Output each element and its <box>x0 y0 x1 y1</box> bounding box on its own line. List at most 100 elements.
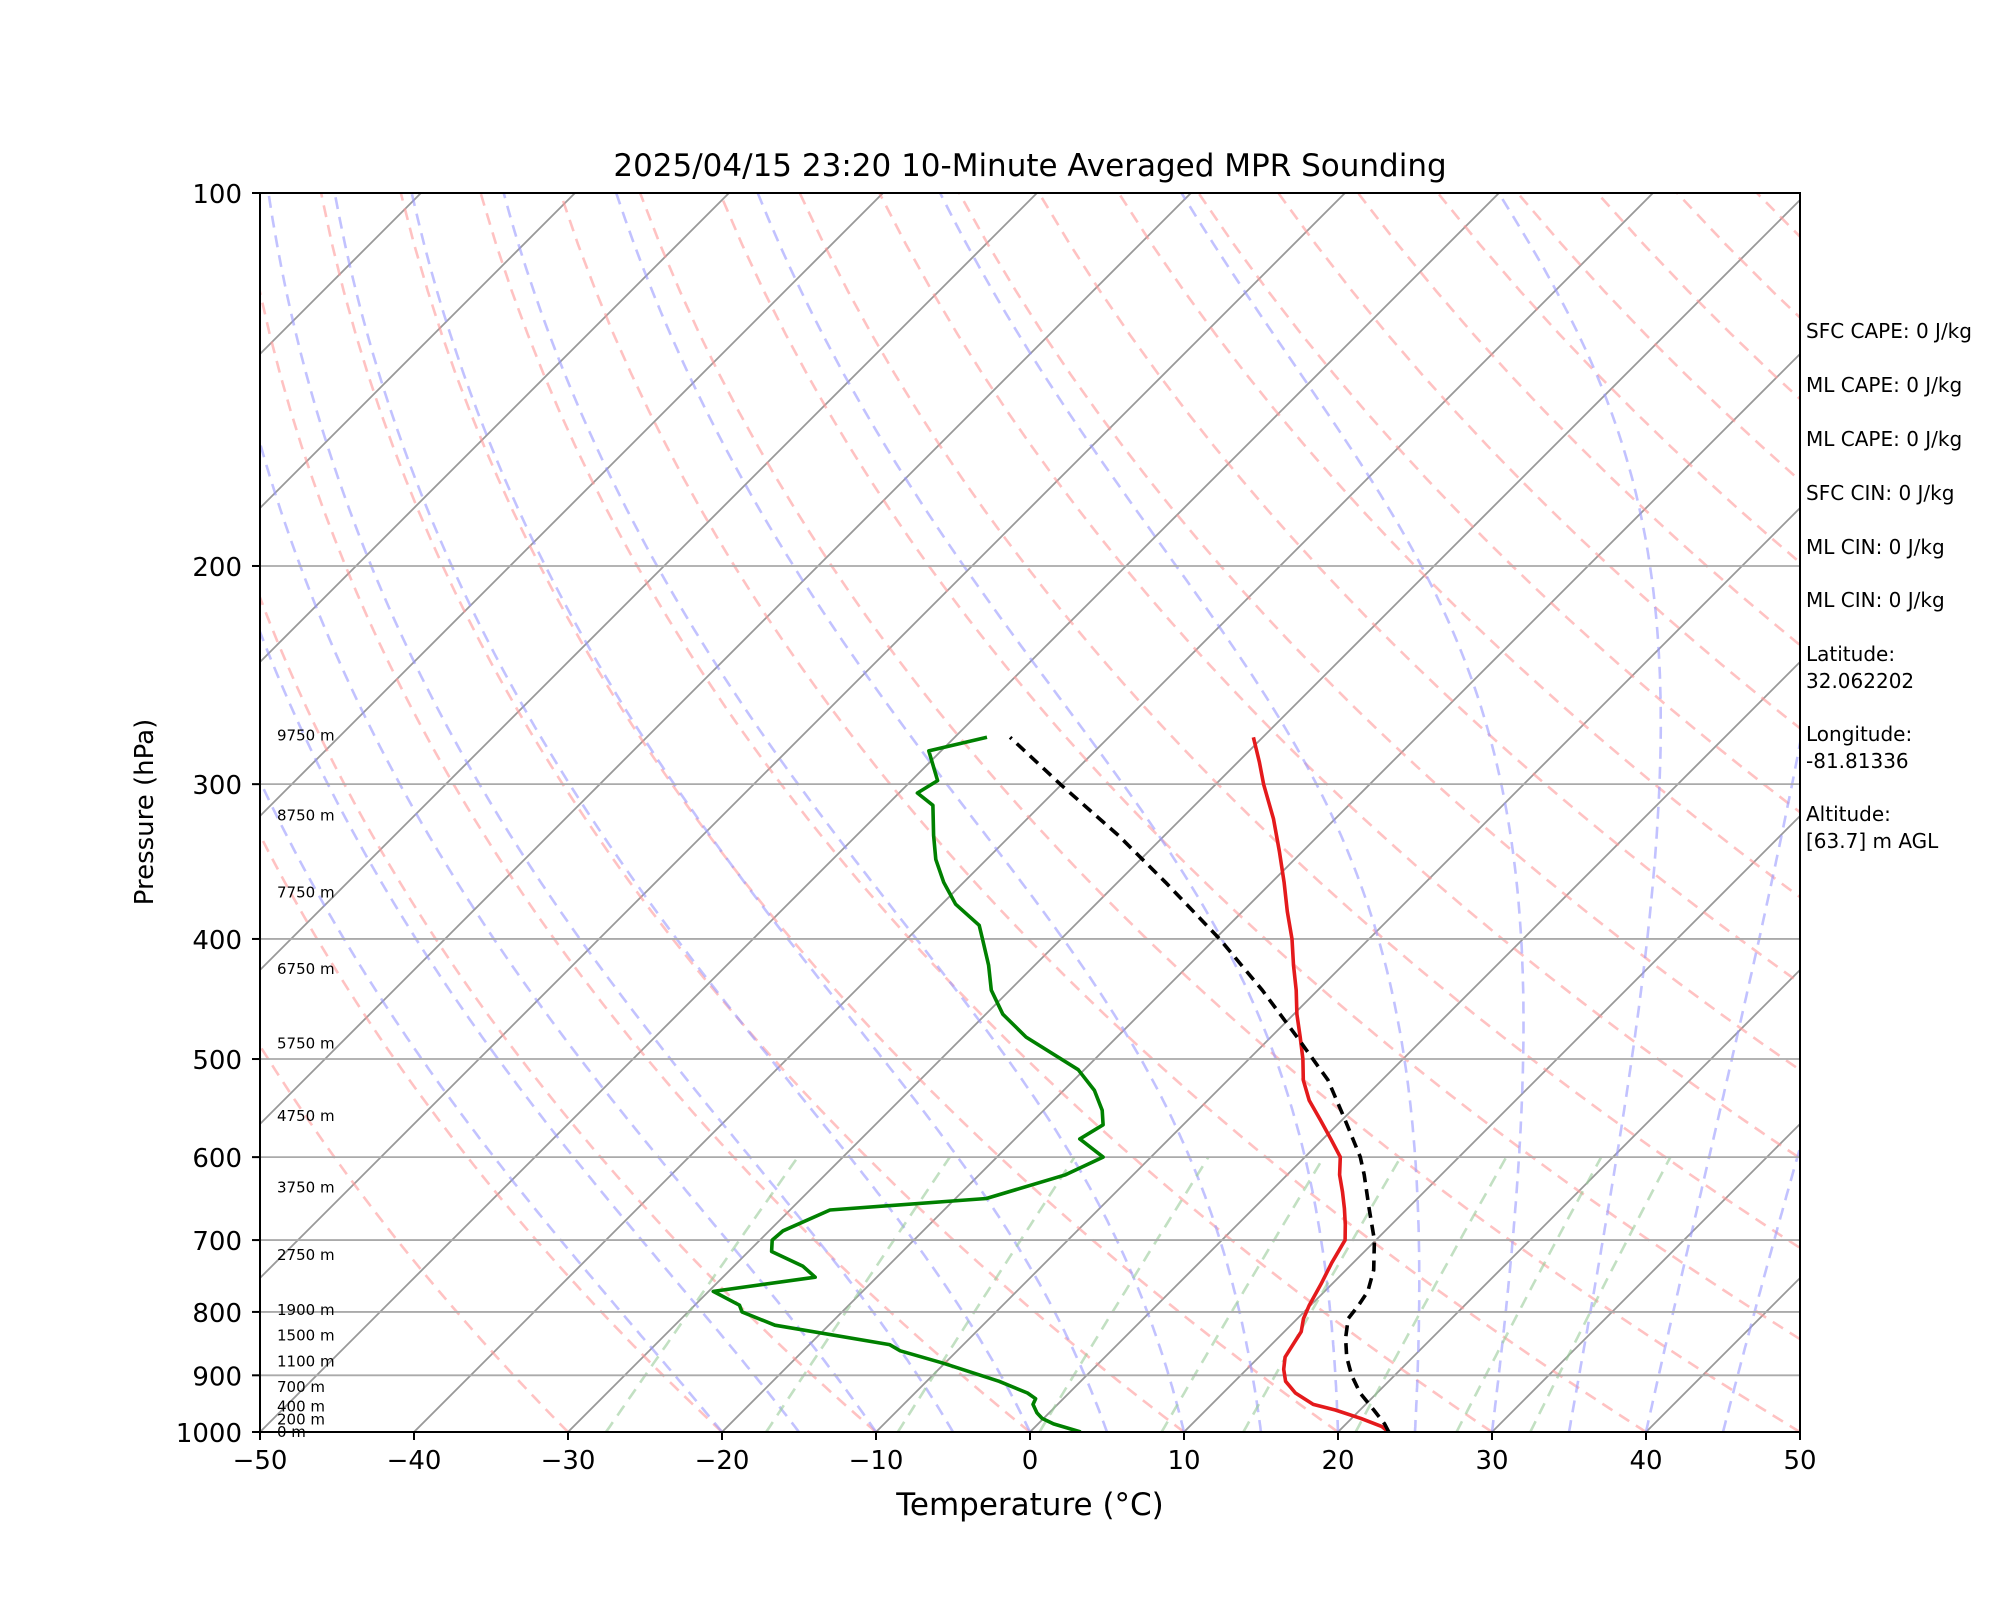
dry-adiabat-line <box>559 193 1647 1432</box>
x-tick-label: −10 <box>849 1446 904 1476</box>
height-label: 1100 m <box>277 1352 335 1370</box>
chart-title: 2025/04/15 23:20 10-Minute Averaged MPR … <box>613 148 1446 184</box>
moist-adiabat-line <box>260 438 878 1432</box>
plot-frame <box>259 192 1801 1433</box>
moist-adiabat-line <box>260 628 801 1432</box>
latitude-label: Latitude: <box>1806 642 1896 666</box>
isotherm-line <box>260 193 730 664</box>
sfc-cin-text: SFC CIN: 0 J/kg <box>1806 481 1955 505</box>
isotherm-line <box>1491 1122 1800 1432</box>
y-tick-label: 1000 <box>176 1419 242 1449</box>
dry-adiabat-line <box>718 193 1800 1341</box>
isotherm-line <box>721 352 1800 1432</box>
moist-adiabat-line <box>614 193 1263 1432</box>
x-tick-label: −40 <box>387 1446 442 1476</box>
moist-adiabat-line <box>1180 193 1525 1432</box>
height-label: 1500 m <box>277 1327 335 1345</box>
background-grid <box>260 193 1800 1432</box>
y-tick-label: 400 <box>192 926 242 956</box>
height-label: 3750 m <box>277 1179 335 1197</box>
isotherm-line <box>875 506 1800 1432</box>
y-tick-label: 900 <box>192 1362 242 1392</box>
height-label: 2750 m <box>277 1246 335 1264</box>
y-tick-label: 600 <box>192 1144 242 1174</box>
mixing-ratio-line <box>1242 1156 1402 1432</box>
moist-adiabat-line <box>410 193 1109 1432</box>
parcel-trace <box>1008 735 1391 1432</box>
x-tick-label: −30 <box>541 1446 596 1476</box>
height-label: 7750 m <box>277 884 335 902</box>
moist-adiabat-line <box>1644 736 1800 1432</box>
y-tick-label: 700 <box>192 1227 242 1257</box>
isotherm-line <box>260 193 1192 1126</box>
x-tick-label: 10 <box>1167 1446 1200 1476</box>
mixing-ratio-line <box>604 1156 799 1432</box>
dry-adiabat-line <box>1197 193 1800 814</box>
y-tick-label: 300 <box>192 771 242 801</box>
height-label: 700 m <box>277 1378 325 1396</box>
ml-cape-text-2: ML CAPE: 0 J/kg <box>1806 427 1963 451</box>
mixing-ratio-line <box>1529 1156 1672 1432</box>
mixing-ratio-line <box>765 1156 951 1432</box>
x-tick-label: 30 <box>1475 1446 1508 1476</box>
temperature-trace <box>1251 736 1390 1432</box>
dry-adiabat-line <box>260 286 1031 1432</box>
isotherm-line <box>260 193 1038 972</box>
moist-adiabat-line <box>333 193 1032 1432</box>
dry-adiabat-line <box>399 193 1339 1432</box>
dry-adiabat-line <box>260 832 723 1432</box>
isotherm-line <box>260 193 1346 1280</box>
dry-adiabat-line <box>319 193 1185 1432</box>
sounding-traces <box>711 735 1391 1432</box>
y-tick-label: 100 <box>192 180 242 210</box>
isotherm-line <box>567 198 1800 1432</box>
x-axis-label: Temperature (°C) <box>895 1487 1164 1523</box>
latitude-value: 32.062202 <box>1806 669 1915 693</box>
isotherm-line <box>260 193 576 510</box>
isotherm-line <box>1029 660 1800 1432</box>
height-label: 200 m <box>277 1410 325 1428</box>
dry-adiabat-line <box>479 193 1493 1432</box>
isotherm-line <box>260 193 884 818</box>
height-label: 9750 m <box>277 726 335 744</box>
altitude-value: [63.7] m AGL <box>1806 829 1939 853</box>
dry-adiabat-line <box>1117 193 1800 899</box>
dry-adiabat-line <box>260 1043 569 1432</box>
moist-adiabat-line <box>938 193 1421 1432</box>
altitude-label: Altitude: <box>1806 802 1891 826</box>
x-tick-label: 20 <box>1321 1446 1354 1476</box>
y-tick-label: 500 <box>192 1046 242 1076</box>
height-label: 6750 m <box>277 960 335 978</box>
longitude-value: -81.81336 <box>1806 749 1909 773</box>
dry-adiabat-line <box>878 193 1800 1160</box>
dry-adiabat-line <box>798 193 1800 1250</box>
ml-cape-text: ML CAPE: 0 J/kg <box>1806 373 1963 397</box>
isotherm-line <box>413 193 1654 1432</box>
mixing-ratio-line <box>1160 1156 1325 1432</box>
x-tick-label: −20 <box>695 1446 750 1476</box>
dry-adiabat-line <box>1277 193 1800 730</box>
mixing-ratio-line <box>1038 1156 1210 1432</box>
x-tick-label: 50 <box>1783 1446 1816 1476</box>
isotherm-line <box>260 193 1500 1432</box>
dry-adiabat-line <box>1037 193 1800 985</box>
longitude-label: Longitude: <box>1806 722 1913 746</box>
moist-adiabat-line <box>1721 1142 1800 1432</box>
mixing-ratio-line <box>1455 1156 1603 1432</box>
dry-adiabat-line <box>260 594 877 1432</box>
moist-adiabat-line <box>1497 193 1663 1432</box>
height-label: 1900 m <box>277 1301 335 1319</box>
moist-adiabat-line <box>502 193 1186 1432</box>
dewpoint-trace <box>711 735 1105 1432</box>
sfc-cape-text: SFC CAPE: 0 J/kg <box>1806 319 1972 343</box>
dry-adiabat-line <box>958 193 1800 1072</box>
height-label: 8750 m <box>277 807 335 825</box>
ml-cin-text: ML CIN: 0 J/kg <box>1806 535 1945 559</box>
moist-adiabat-line <box>756 193 1340 1432</box>
x-tick-label: 0 <box>1022 1446 1039 1476</box>
height-label: 400 m <box>277 1398 325 1416</box>
x-tick-label: 40 <box>1629 1446 1662 1476</box>
